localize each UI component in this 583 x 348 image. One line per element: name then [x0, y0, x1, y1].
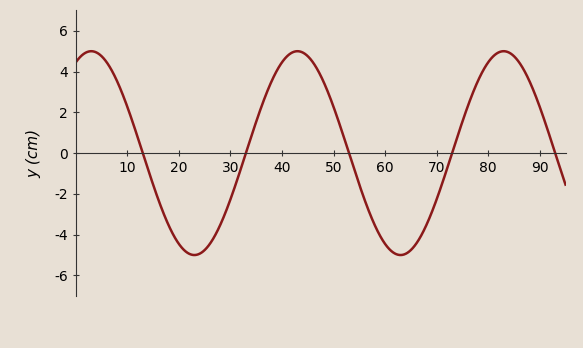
Y-axis label: y (cm): y (cm)	[26, 128, 41, 178]
